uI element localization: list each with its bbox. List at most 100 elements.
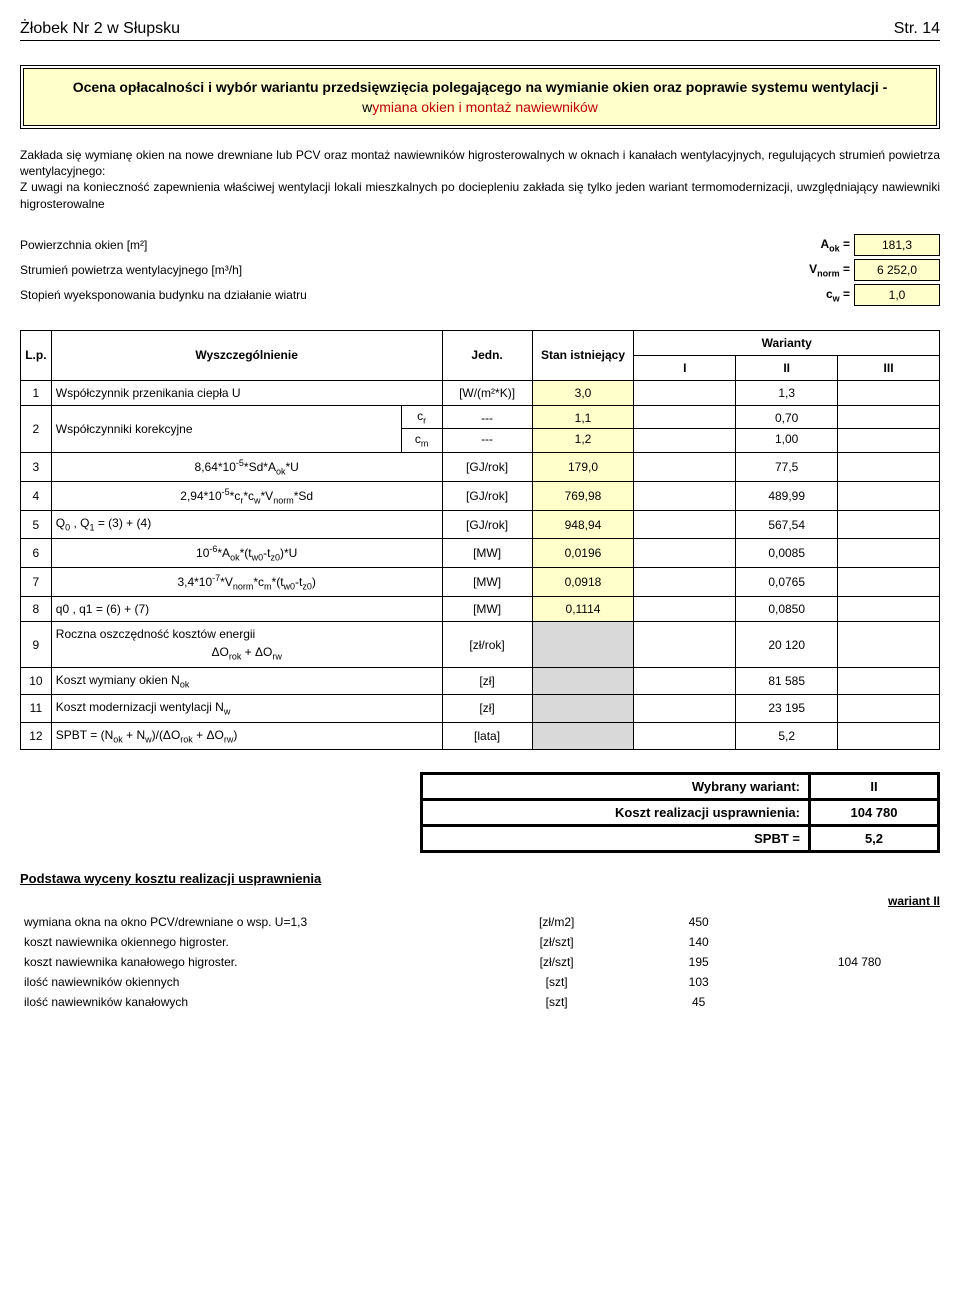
cell-variant: 0,0850 [736,597,838,622]
table-row: 1Współczynnik przenikania ciepła U[W/(m²… [21,380,940,405]
table-row: 9Roczna oszczędność kosztów energiiΔOrok… [21,622,940,667]
param-symbol: Vnorm = [794,262,854,278]
cell-variant [634,538,736,567]
cell-unit: ------ [442,405,532,452]
cell-variant [838,538,940,567]
basis-variant: wariant II [20,894,940,908]
th-variant-1: I [634,355,736,380]
basis-desc: koszt nawiewnika kanałowego higroster. [20,952,495,972]
table-row: 5Q0 , Q1 = (3) + (4)[GJ/rok]948,94567,54 [21,511,940,538]
cell-variant: 1,3 [736,380,838,405]
cell-variant: 0,0085 [736,538,838,567]
cell-lp: 6 [21,538,52,567]
cell-variant [634,511,736,538]
main-table: L.p. Wyszczególnienie Jedn. Stan istniej… [20,330,940,750]
table-row: 42,94*10-5*cr*cw*Vnorm*Sd[GJ/rok]769,984… [21,481,940,510]
cell-unit: [MW] [442,538,532,567]
banner-title: Ocena opłacalności i wybór wariantu prze… [36,79,924,95]
cell-variant [634,481,736,510]
cell-lp: 5 [21,511,52,538]
cell-desc: 10-6*Aok*(tw0-tz0)*U [51,538,442,567]
cell-lp: 11 [21,695,52,722]
basis-unit: [zł/szt] [495,952,618,972]
cell-stan: 179,0 [532,452,634,481]
cell-variant: 489,99 [736,481,838,510]
cell-variant [838,511,940,538]
table-row: ilość nawiewników kanałowych[szt]45 [20,992,940,1012]
cell-lp: 4 [21,481,52,510]
cell-lp: 10 [21,667,52,694]
param-label: Powierzchnia okien [m²] [20,238,794,252]
basis-total: 104 780 [779,952,940,972]
table-row: 8q0 , q1 = (6) + (7)[MW]0,11140,0850 [21,597,940,622]
cell-desc: Roczna oszczędność kosztów energiiΔOrok … [51,622,442,667]
cell-lp: 2 [21,405,52,452]
basis-value: 195 [618,952,779,972]
param-value: 1,0 [854,284,940,306]
result-label: Koszt realizacji usprawnienia: [422,800,810,826]
cell-variant: 0,0765 [736,568,838,597]
table-row: 2Współczynniki korekcyjnecrcm------1,11,… [21,405,940,452]
param-symbol: cw = [794,287,854,303]
basis-value: 45 [618,992,779,1012]
basis-unit: [szt] [495,972,618,992]
cell-desc: Koszt modernizacji wentylacji Nw [51,695,442,722]
cell-desc: Q0 , Q1 = (3) + (4) [51,511,442,538]
cell-variant [838,405,940,452]
cell-stan: 1,11,2 [532,405,634,452]
cell-desc: 8,64*10-5*Sd*Aok*U [51,452,442,481]
cell-lp: 9 [21,622,52,667]
cell-lp: 7 [21,568,52,597]
table-row: wymiana okna na okno PCV/drewniane o wsp… [20,912,940,932]
basis-desc: koszt nawiewnika okiennego higroster. [20,932,495,952]
cell-desc: Koszt wymiany okien Nok [51,667,442,694]
table-row: 12SPBT = (Nok + Nw)/(ΔOrok + ΔOrw)[lata]… [21,722,940,749]
th-unit: Jedn. [442,330,532,380]
table-row: koszt nawiewnika okiennego higroster.[zł… [20,932,940,952]
th-warianty: Warianty [634,330,940,355]
header-right: Str. 14 [894,20,940,38]
cell-variant [838,481,940,510]
description-text: Zakłada się wymianę okien na nowe drewni… [20,147,940,212]
cell-stan: 3,0 [532,380,634,405]
cell-stan: 0,0918 [532,568,634,597]
banner-subtitle: wymiana okien i montaż nawiewników [36,99,924,115]
cell-variant [634,722,736,749]
cell-variant: 81 585 [736,667,838,694]
cell-lp: 8 [21,597,52,622]
table-row: 10Koszt wymiany okien Nok[zł]81 585 [21,667,940,694]
cell-variant [634,667,736,694]
basis-value: 140 [618,932,779,952]
cell-variant [838,597,940,622]
cell-unit: [lata] [442,722,532,749]
cell-variant: 0,701,00 [736,405,838,452]
cell-variant [838,622,940,667]
cell-unit: [MW] [442,568,532,597]
basis-value: 450 [618,912,779,932]
result-value: II [810,774,939,800]
cell-desc: Współczynniki korekcyjnecrcm [51,405,442,452]
basis-unit: [szt] [495,992,618,1012]
th-desc: Wyszczególnienie [51,330,442,380]
cell-variant [838,722,940,749]
cell-variant: 77,5 [736,452,838,481]
cell-unit: [zł] [442,695,532,722]
param-label: Strumień powietrza wentylacyjnego [m³/h] [20,263,794,277]
basis-total [779,912,940,932]
result-box: Wybrany wariant: II Koszt realizacji usp… [420,772,940,853]
th-variant-3: III [838,355,940,380]
basis-desc: ilość nawiewników okiennych [20,972,495,992]
table-row: 11Koszt modernizacji wentylacji Nw[zł]23… [21,695,940,722]
result-value: 5,2 [810,826,939,852]
cell-stan [532,622,634,667]
cell-stan [532,695,634,722]
cell-variant [838,452,940,481]
cell-variant: 5,2 [736,722,838,749]
page-header: Żłobek Nr 2 w Słupsku Str. 14 [20,20,940,41]
cell-variant [634,695,736,722]
param-symbol: Aok = [794,237,854,253]
basis-total [779,972,940,992]
table-row: 73,4*10-7*Vnorm*cm*(tw0-tz0)[MW]0,09180,… [21,568,940,597]
table-row: ilość nawiewników okiennych[szt]103 [20,972,940,992]
cell-variant: 20 120 [736,622,838,667]
